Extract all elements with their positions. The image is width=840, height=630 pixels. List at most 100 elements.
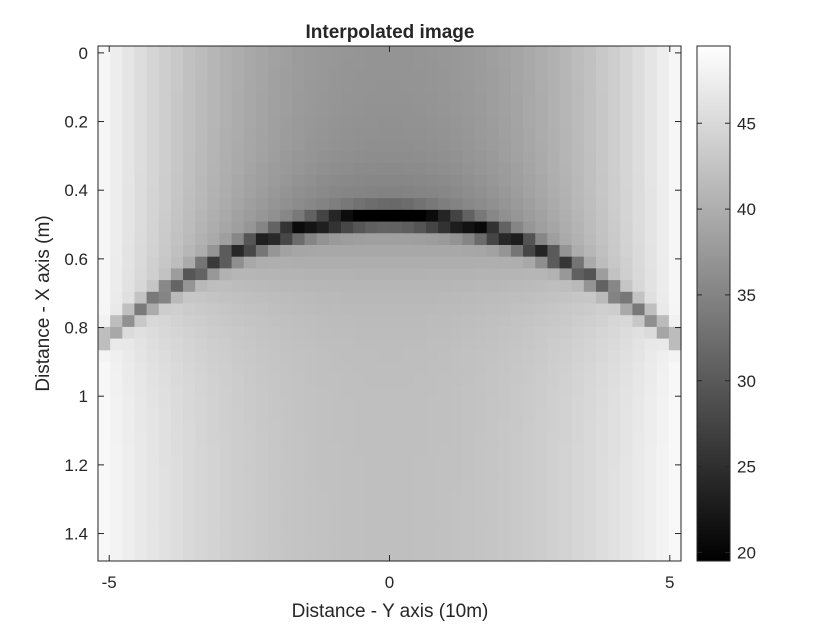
heatmap-cell [462, 186, 476, 199]
heatmap-cell [365, 151, 378, 164]
heatmap-cell [559, 104, 573, 117]
heatmap-cell [450, 174, 463, 188]
heatmap-cell [170, 81, 184, 94]
heatmap-cell [316, 291, 330, 305]
heatmap-cell [608, 326, 621, 340]
heatmap-cell [438, 385, 451, 398]
heatmap-cell [268, 81, 281, 94]
heatmap-cell [268, 525, 281, 539]
heatmap-cell [438, 490, 451, 504]
heatmap-cell [498, 81, 512, 94]
heatmap-cell [668, 57, 682, 70]
heatmap-cell [608, 385, 621, 398]
heatmap-cell [365, 116, 378, 129]
heatmap-cell [231, 268, 245, 281]
heatmap-cell [304, 57, 318, 70]
heatmap-cell [595, 514, 609, 527]
colorbar-tick-label: 40 [737, 200, 756, 219]
heatmap-cell [280, 221, 293, 234]
heatmap-cell [365, 514, 378, 527]
heatmap-cell [595, 315, 609, 328]
heatmap-cell [158, 490, 172, 504]
heatmap-cell [547, 326, 561, 340]
heatmap-cell [268, 221, 281, 234]
heatmap-cell [316, 467, 330, 480]
heatmap-cell [316, 490, 330, 504]
heatmap-cell [183, 385, 196, 398]
heatmap-cell [110, 151, 123, 164]
heatmap-cell [122, 46, 136, 59]
heatmap-cell [328, 151, 342, 164]
heatmap-cell [231, 467, 245, 480]
heatmap-cell [559, 69, 573, 82]
heatmap-cell [219, 303, 233, 316]
heatmap-cell [280, 385, 293, 398]
heatmap-cell [595, 81, 609, 94]
heatmap-cell [438, 186, 451, 199]
heatmap-cell [644, 81, 658, 94]
heatmap-cell [292, 479, 306, 492]
heatmap-cell [255, 514, 269, 527]
heatmap-cell [195, 549, 208, 562]
heatmap-cell [231, 46, 245, 59]
heatmap-cell [559, 280, 573, 293]
heatmap-cell [438, 303, 451, 316]
heatmap-cell [498, 479, 512, 492]
heatmap-cell [608, 455, 621, 468]
heatmap-cell [547, 139, 561, 152]
heatmap-cell [547, 163, 561, 176]
heatmap-cell [413, 350, 427, 363]
heatmap-cell [170, 221, 184, 234]
heatmap-cell [207, 315, 221, 328]
heatmap-cell [620, 443, 634, 457]
heatmap-cell [231, 455, 245, 468]
heatmap-cell [146, 57, 160, 70]
heatmap-cell [523, 479, 536, 492]
heatmap-cell [292, 315, 306, 328]
heatmap-cell [255, 209, 269, 223]
heatmap-cell [98, 46, 111, 59]
heatmap-cell [340, 397, 354, 410]
heatmap-cell [474, 514, 488, 527]
heatmap-cell [559, 315, 573, 328]
heatmap-cell [620, 69, 634, 82]
heatmap-cell [486, 362, 500, 375]
heatmap-cell [292, 139, 306, 152]
heatmap-cell [608, 127, 621, 141]
heatmap-cell [450, 467, 463, 480]
heatmap-cell [498, 256, 512, 269]
heatmap-cell [243, 338, 257, 351]
heatmap-cell [292, 104, 306, 117]
heatmap-cell [401, 291, 415, 305]
heatmap-cell [571, 303, 585, 316]
heatmap-cell [292, 116, 306, 129]
heatmap-cell [304, 116, 318, 129]
heatmap-cell [280, 244, 293, 258]
heatmap-cell [583, 46, 597, 59]
heatmap-cell [559, 256, 573, 269]
heatmap-cell [207, 233, 221, 246]
heatmap-cell [243, 362, 257, 375]
heatmap-cell [547, 385, 561, 398]
heatmap-cell [170, 268, 184, 281]
heatmap-cell [365, 57, 378, 70]
heatmap-cell [595, 385, 609, 398]
heatmap-cell [195, 385, 208, 398]
heatmap-cell [170, 244, 184, 258]
heatmap-cell [608, 57, 621, 70]
heatmap-cell [438, 174, 451, 188]
heatmap-cell [413, 455, 427, 468]
heatmap-cell [122, 525, 136, 539]
heatmap-cell [292, 397, 306, 410]
heatmap-cell [644, 198, 658, 211]
heatmap-cell [146, 244, 160, 258]
heatmap-cell [353, 268, 366, 281]
heatmap-cell [668, 514, 682, 527]
heatmap-cell [547, 549, 561, 562]
heatmap-cell [219, 467, 233, 480]
heatmap-cell [122, 467, 136, 480]
heatmap-cell [353, 432, 366, 445]
heatmap-cell [365, 490, 378, 504]
heatmap-cell [183, 244, 196, 258]
